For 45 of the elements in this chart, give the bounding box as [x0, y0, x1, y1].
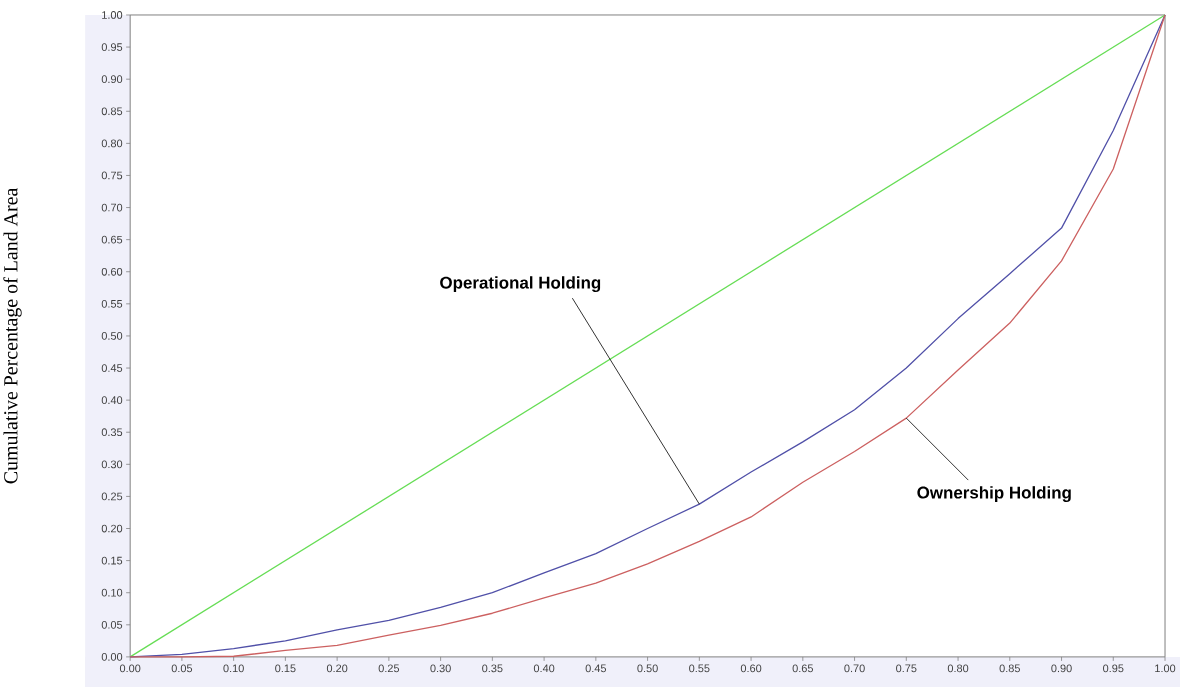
x-tick-label: 0.15	[275, 664, 296, 673]
y-tick-label: 0.40	[101, 396, 123, 405]
y-tick-label: 0.45	[101, 364, 123, 372]
y-tick-label: 0.50	[101, 332, 123, 340]
annotation: Operational Holding	[440, 276, 601, 293]
x-tick-label: 1.00	[1155, 664, 1176, 673]
x-tick-label: 0.50	[637, 664, 658, 673]
x-tick-label: 0.65	[792, 664, 814, 673]
y-tick-label: 0.05	[101, 620, 123, 629]
y-tick-label: 0.30	[101, 460, 123, 469]
y-tick-label: 0.95	[101, 43, 123, 51]
annotation: Ownership Holding	[917, 486, 1071, 503]
x-tick-label: 0.25	[378, 664, 400, 673]
y-tick-label: 0.65	[101, 235, 123, 244]
x-tick-label: 0.30	[430, 664, 451, 673]
x-tick-label: 0.45	[585, 664, 607, 673]
x-tick-label: 0.75	[896, 664, 917, 673]
x-tick-label: 0.85	[999, 664, 1020, 673]
x-tick-label: 0.70	[844, 664, 865, 673]
y-tick-label: 0.25	[101, 492, 123, 501]
y-tick-label: 0.70	[101, 203, 123, 212]
y-tick-label: 0.10	[101, 588, 123, 597]
x-tick-label: 0.55	[689, 664, 710, 673]
y-tick-label: 0.20	[101, 524, 123, 533]
y-tick-label: 0.35	[101, 428, 123, 437]
x-tick-label: 0.35	[482, 664, 503, 673]
y-tick-label: 0.00	[101, 653, 123, 661]
x-tick-label: 0.60	[740, 664, 762, 673]
x-tick-label: 0.20	[326, 664, 348, 673]
x-tick-label: 0.10	[223, 664, 244, 673]
x-tick-label: 0.80	[947, 664, 969, 673]
y-tick-label: 0.85	[101, 107, 123, 116]
x-tick-label: 0.40	[533, 664, 555, 673]
y-tick-label: 0.15	[101, 556, 123, 565]
x-tick-label: 0.00	[119, 664, 141, 673]
x-tick-label: 0.90	[1051, 664, 1072, 673]
y-tick-label: 1.00	[102, 11, 123, 19]
x-tick-label: 0.95	[1103, 664, 1124, 673]
y-tick-label: 0.75	[101, 171, 123, 180]
y-tick-label: 0.60	[101, 267, 123, 276]
x-tick-label: 0.05	[171, 664, 193, 673]
y-tick-label: 0.80	[101, 139, 123, 148]
y-axis-title: Cumulative Percentage of Land Area	[3, 188, 22, 484]
y-tick-label: 0.90	[101, 75, 123, 84]
y-tick-label: 0.55	[101, 300, 123, 308]
